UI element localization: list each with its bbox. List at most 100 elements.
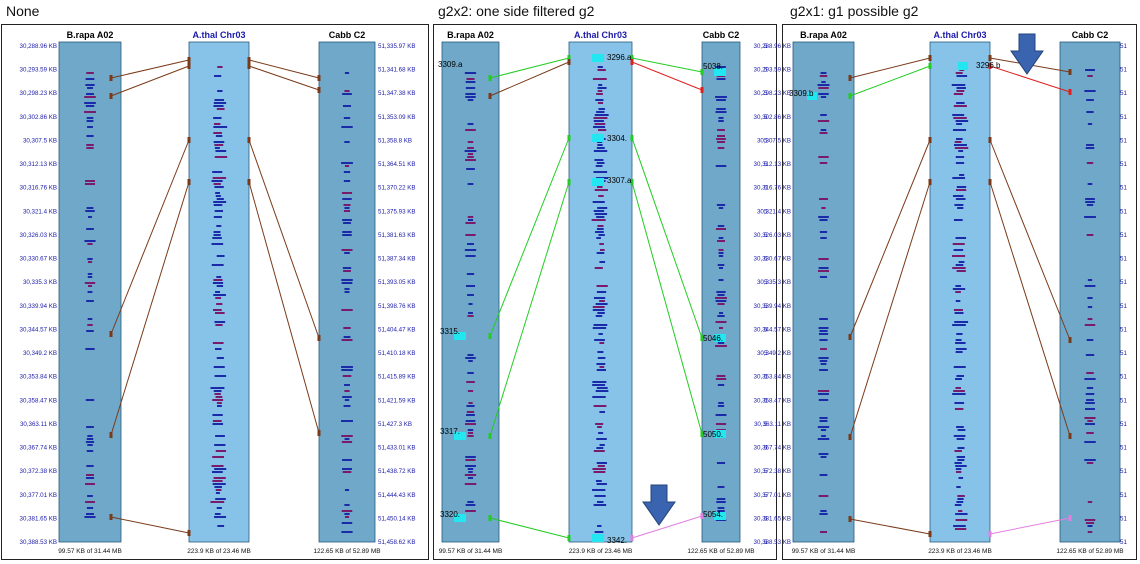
gene-feature [85, 84, 95, 86]
axis-tick-left: 30,377.01 KB [20, 492, 58, 499]
link-anchor [187, 530, 191, 536]
gene-feature [820, 429, 827, 431]
gene-feature [718, 237, 724, 239]
gene-feature [344, 504, 350, 506]
gene-feature [956, 87, 966, 89]
gene-feature [465, 234, 476, 236]
gene-feature [341, 339, 353, 341]
gene-feature [818, 333, 829, 335]
gene-feature [718, 249, 724, 251]
gene-feature [954, 504, 962, 506]
axis-tick-left: 30,321.4 KB [757, 208, 791, 215]
link-anchor [928, 179, 932, 185]
link-anchor [848, 75, 852, 81]
gene-feature [87, 243, 93, 245]
gene-feature [952, 267, 966, 269]
gene-feature [464, 423, 477, 425]
gene-feature [87, 276, 93, 278]
gene-label: 3309.a [438, 60, 463, 69]
gene-feature [213, 123, 221, 125]
gene-feature [217, 90, 223, 92]
gene-feature [715, 300, 727, 302]
track-name: Cabb C2 [329, 30, 366, 40]
axis-tick-left: 30,316.76 KB [754, 185, 792, 192]
gene-feature [216, 198, 224, 200]
gene-feature [465, 87, 476, 89]
gene-feature [819, 417, 828, 419]
gene-feature [716, 291, 726, 293]
axis-tick-right: 51 [1120, 137, 1127, 144]
gene-feature [84, 240, 96, 242]
synteny-link [110, 181, 190, 436]
gene-feature [1086, 399, 1094, 401]
gene-feature [214, 513, 221, 515]
gene-feature [596, 369, 606, 371]
gene-feature [212, 399, 224, 401]
gene-feature [717, 315, 725, 317]
gene-feature [954, 408, 964, 410]
gene-feature [955, 471, 962, 473]
gene-feature [818, 357, 829, 359]
gene-feature [817, 390, 830, 392]
axis-tick-left: 30,326.03 KB [754, 232, 792, 239]
gene-feature [959, 174, 965, 176]
synteny-link [248, 139, 320, 339]
gene-feature [956, 138, 963, 140]
link-anchor [317, 335, 321, 341]
synteny-link [248, 59, 320, 79]
axis-tick-right: 51 [1120, 279, 1127, 286]
gene-feature [214, 516, 227, 518]
gene-feature [1085, 522, 1095, 524]
highlighted-gene [958, 62, 968, 70]
gene-feature [819, 318, 828, 320]
gene-feature [954, 462, 962, 464]
gene-feature [593, 171, 608, 173]
gene-feature [818, 399, 829, 401]
gene-feature [598, 195, 604, 197]
axis-tick-right: 51 [1120, 232, 1127, 239]
gene-feature [86, 147, 94, 149]
gene-feature [467, 315, 474, 317]
gene-feature [596, 147, 605, 149]
gene-feature [594, 267, 603, 269]
gene-feature [465, 159, 476, 161]
gene-feature [216, 402, 222, 404]
gene-feature [596, 228, 604, 230]
axis-tick-right: 51,398.76 KB [378, 303, 416, 310]
axis-tick-left: 30,307.5 KB [23, 137, 57, 144]
gene-feature [596, 291, 607, 293]
gene-feature [87, 495, 93, 497]
gene-feature [956, 486, 961, 488]
gene-feature [953, 93, 964, 95]
link-anchor [630, 135, 634, 141]
gene-feature [952, 255, 966, 257]
link-anchor [488, 75, 492, 81]
link-anchor [488, 515, 492, 521]
axis-tick-left: 30,335.3 KB [23, 279, 57, 286]
gene-feature [86, 228, 94, 230]
gene-feature [596, 447, 604, 449]
gene-feature [212, 414, 223, 416]
track-name: B.rapa A02 [800, 30, 847, 40]
gene-feature [465, 255, 476, 257]
link-anchor [1068, 337, 1072, 343]
link-anchor [1068, 515, 1072, 521]
gene-feature [84, 516, 96, 518]
gene-feature [818, 87, 829, 89]
gene-feature [596, 111, 605, 113]
axis-tick-right: 51 [1120, 185, 1127, 192]
gene-feature [214, 210, 223, 212]
gene-feature [343, 405, 351, 407]
axis-tick-right: 51,433.01 KB [378, 445, 416, 452]
gene-feature [467, 141, 474, 143]
axis-tick-left: 30,367.74 KB [754, 445, 792, 452]
gene-feature [597, 207, 608, 209]
gene-feature [86, 120, 94, 122]
gene-feature [467, 147, 474, 149]
gene-feature [956, 123, 963, 125]
axis-tick-right: 51 [1120, 303, 1127, 310]
link-anchor [187, 137, 191, 143]
axis-tick-right: 5 [764, 397, 768, 404]
synteny-link [849, 65, 931, 97]
